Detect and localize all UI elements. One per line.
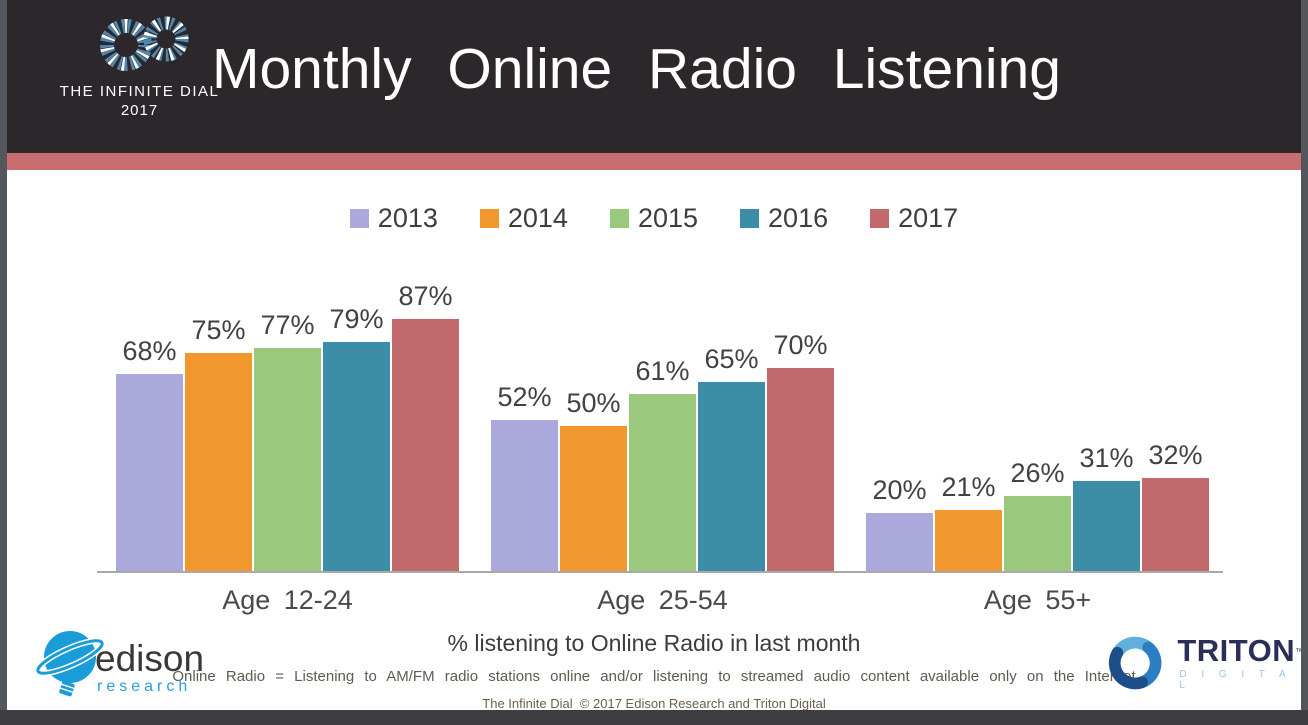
bar-value-label: 77% bbox=[260, 310, 315, 340]
bar-value-label: 75% bbox=[191, 315, 246, 345]
legend-swatch bbox=[740, 209, 760, 228]
bar-value-label: 52% bbox=[497, 382, 552, 412]
triton-logo-text: TRITON bbox=[1177, 633, 1296, 668]
bar-group: 20% 21% 26% 31% 32% bbox=[866, 440, 1209, 571]
page-title: Monthly Online Radio Listening bbox=[212, 37, 1061, 101]
edison-logo-text: edison bbox=[95, 638, 205, 679]
bar-2013: 68% bbox=[116, 336, 183, 571]
bar-value-label: 79% bbox=[329, 304, 384, 334]
footnote: Online Radio = Listening to AM/FM radio … bbox=[172, 668, 1136, 685]
bar-2015: 61% bbox=[629, 356, 696, 571]
legend-label: 2014 bbox=[507, 203, 568, 233]
slide-header: THE INFINITE DIAL 2017 Monthly Online Ra… bbox=[7, 0, 1301, 153]
bar-value-label: 32% bbox=[1148, 440, 1203, 470]
legend-label: 2015 bbox=[637, 203, 699, 233]
legend-swatch bbox=[609, 209, 629, 228]
brand-name: THE INFINITE DIAL bbox=[59, 83, 220, 100]
legend-item-2016: 2016 bbox=[740, 203, 828, 234]
bar-rect bbox=[323, 342, 390, 571]
bar-value-label: 26% bbox=[1010, 458, 1065, 488]
bar-value-label: 61% bbox=[635, 356, 690, 386]
category-label: Age 55+ bbox=[983, 585, 1092, 615]
bar-value-label: 20% bbox=[872, 475, 927, 505]
bar-value-label: 50% bbox=[566, 388, 621, 418]
bar-rect bbox=[698, 382, 765, 571]
legend-swatch bbox=[479, 209, 499, 228]
viewer-right-edge bbox=[1301, 0, 1308, 725]
bar-rect bbox=[392, 319, 459, 571]
bar-rect bbox=[560, 426, 627, 571]
bar-group: 52% 50% 61% 65% 70% bbox=[491, 330, 834, 571]
bar-2017: 32% bbox=[1142, 440, 1209, 571]
infinity-waveform-icon bbox=[99, 16, 188, 71]
x-axis-line bbox=[97, 571, 1223, 573]
bar-value-label: 31% bbox=[1079, 443, 1134, 473]
brand-year: 2017 bbox=[120, 102, 159, 119]
legend-swatch bbox=[349, 209, 369, 228]
legend-label: 2017 bbox=[898, 203, 959, 233]
edison-research-logo: edison research bbox=[33, 624, 204, 704]
bar-value-label: 21% bbox=[941, 472, 996, 502]
infinite-dial-logo: THE INFINITE DIAL 2017 bbox=[47, 14, 232, 119]
bar-value-label: 87% bbox=[398, 281, 453, 311]
axis-caption: % listening to Online Radio in last mont… bbox=[447, 630, 861, 656]
bar-2016: 79% bbox=[323, 304, 390, 571]
bar-2013: 20% bbox=[866, 475, 933, 571]
bar-2016: 31% bbox=[1073, 443, 1140, 571]
bar-2015: 77% bbox=[254, 310, 321, 571]
viewer-left-edge bbox=[0, 0, 7, 725]
legend-label: 2013 bbox=[377, 203, 438, 233]
bar-2016: 65% bbox=[698, 344, 765, 571]
bar-2014: 21% bbox=[935, 472, 1002, 571]
edison-logo-subtext: research bbox=[97, 678, 192, 695]
bar-rect bbox=[1004, 496, 1071, 571]
chart-legend: 2013 2014 2015 2016 2017 bbox=[7, 203, 1301, 234]
bar-rect bbox=[866, 513, 933, 571]
bar-rect bbox=[935, 510, 1002, 571]
bar-rect bbox=[1142, 478, 1209, 571]
bar-rect bbox=[254, 348, 321, 571]
legend-item-2014: 2014 bbox=[479, 203, 568, 234]
bar-chart: 68% 75% 77% 79% 87% Age 12-24 52% 50% 61% 65% 70% A… bbox=[97, 278, 1223, 615]
bar-rect bbox=[491, 420, 558, 571]
legend-swatch bbox=[870, 209, 890, 228]
bar-rect bbox=[116, 374, 183, 571]
triton-digital-logo: TRITON™ D I G I T A L bbox=[1103, 630, 1308, 696]
bar-value-label: 70% bbox=[773, 330, 828, 360]
bar-group: 68% 75% 77% 79% 87% bbox=[116, 281, 459, 571]
bar-2013: 52% bbox=[491, 382, 558, 571]
legend-item-2017: 2017 bbox=[870, 203, 958, 234]
bar-2017: 87% bbox=[392, 281, 459, 571]
legend-label: 2016 bbox=[768, 203, 829, 233]
bar-rect bbox=[1073, 481, 1140, 571]
legend-item-2015: 2015 bbox=[609, 203, 699, 234]
edison-bulb-icon bbox=[34, 631, 106, 697]
bar-2017: 70% bbox=[767, 330, 834, 571]
accent-stripe bbox=[7, 153, 1301, 170]
legend-item-2013: 2013 bbox=[349, 203, 438, 234]
bar-2014: 50% bbox=[560, 388, 627, 571]
bar-rect bbox=[629, 394, 696, 571]
bar-rect bbox=[185, 353, 252, 571]
bar-value-label: 65% bbox=[704, 344, 759, 374]
triton-logo-subtext: D I G I T A L bbox=[1179, 669, 1292, 691]
category-label: Age 12-24 bbox=[222, 585, 353, 615]
copyright-line: The Infinite Dial © 2017 Edison Research… bbox=[482, 696, 826, 711]
bar-2015: 26% bbox=[1004, 458, 1071, 571]
bar-rect bbox=[767, 368, 834, 571]
viewer-bottom-bar bbox=[0, 710, 1308, 725]
bar-value-label: 68% bbox=[122, 336, 177, 366]
bar-2014: 75% bbox=[185, 315, 252, 571]
trademark-symbol: ™ bbox=[1295, 646, 1305, 657]
triton-icon bbox=[1108, 636, 1162, 690]
category-label: Age 25-54 bbox=[597, 585, 728, 615]
